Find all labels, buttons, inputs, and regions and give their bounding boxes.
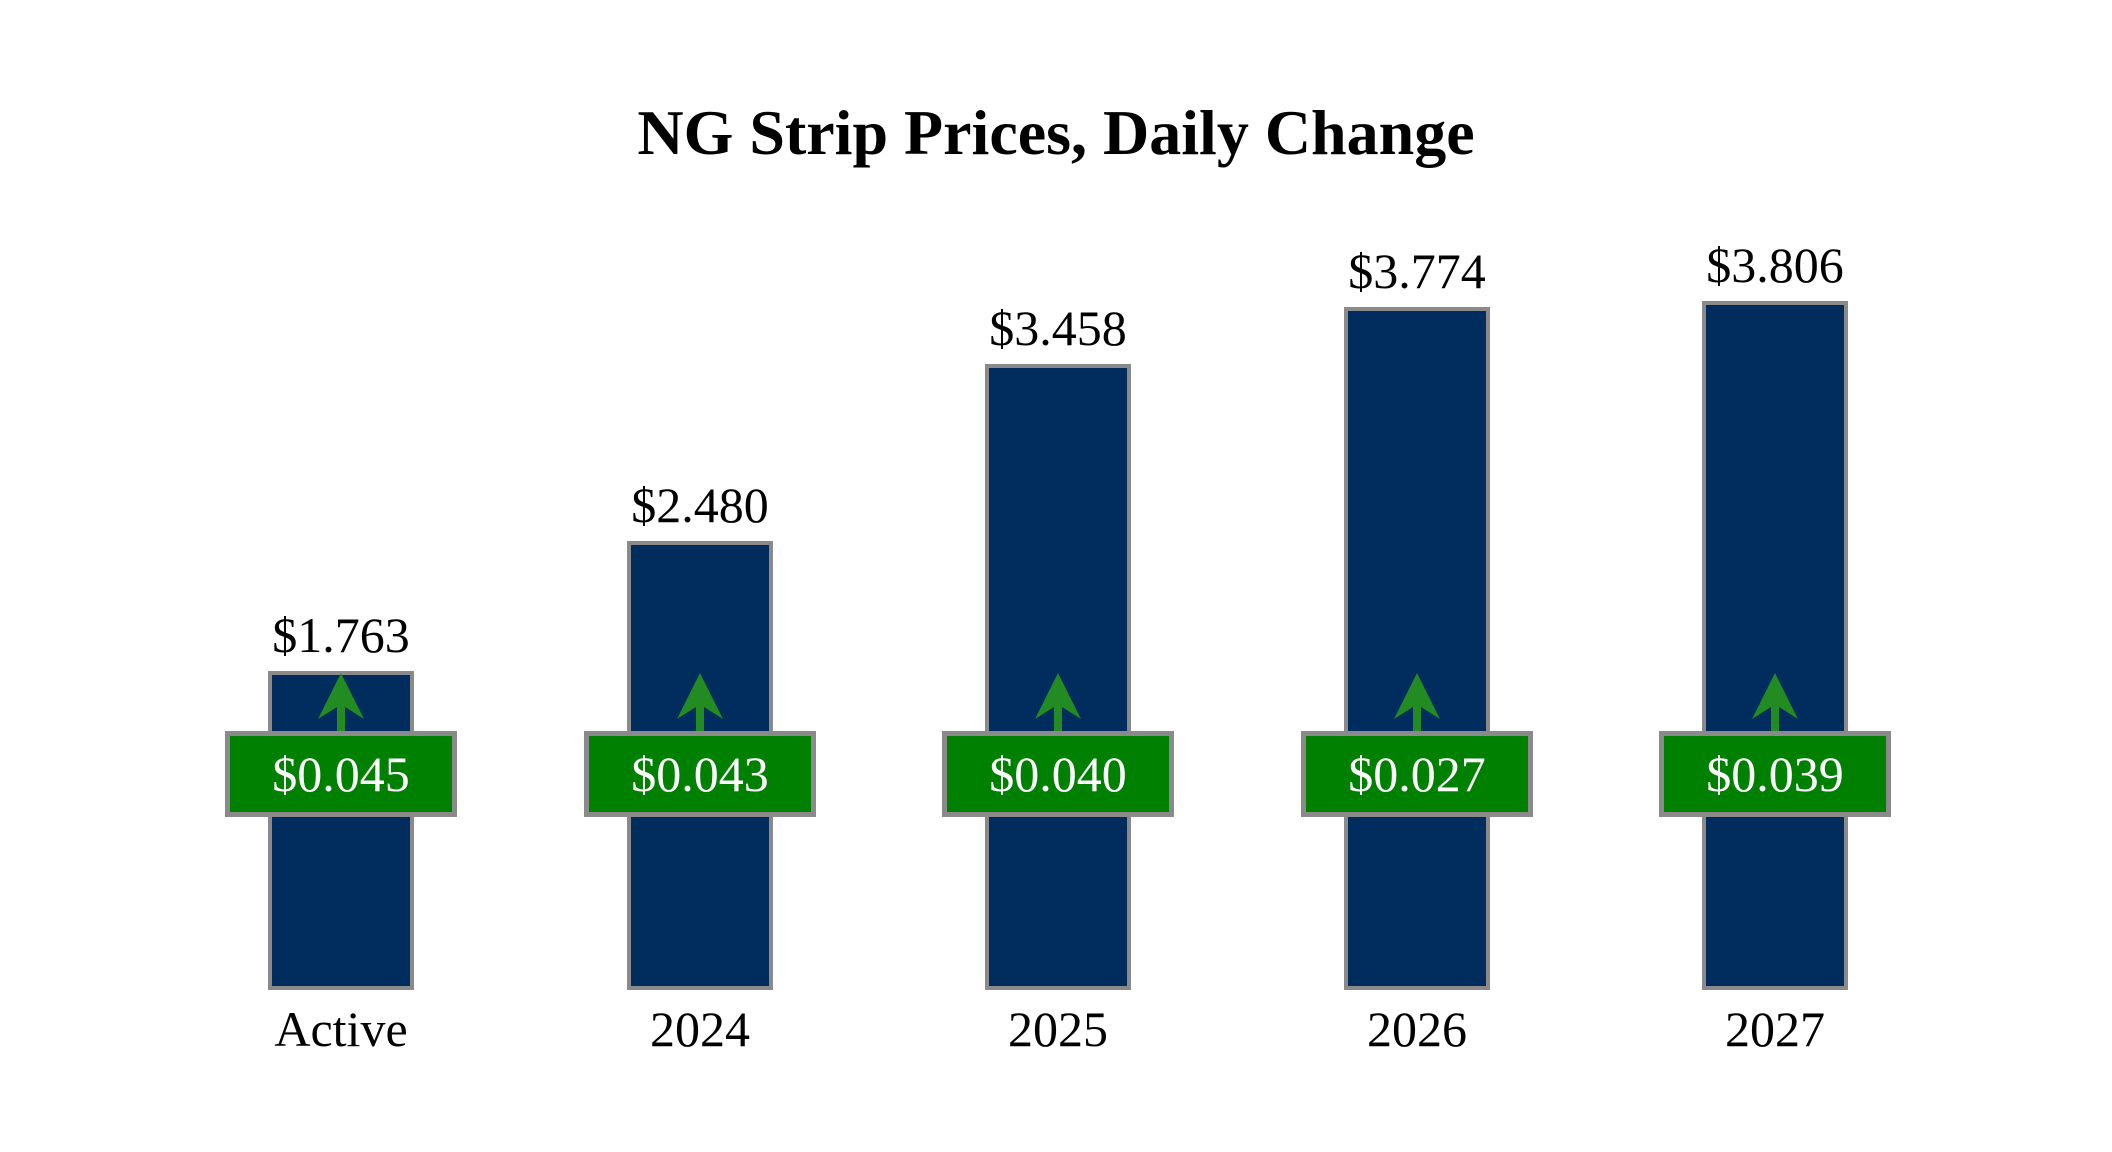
bar [1344,307,1490,990]
chart-title: NG Strip Prices, Daily Change [637,97,1475,168]
bar-value-label: $1.763 [272,607,410,663]
up-arrow-icon [1035,673,1081,731]
daily-change-value: $0.039 [1706,746,1844,802]
category-label: 2025 [1008,1001,1108,1057]
up-arrow-icon [1394,673,1440,731]
daily-change-value: $0.027 [1348,746,1486,802]
category-label: 2027 [1725,1001,1825,1057]
daily-change-badge: $0.039 [1659,731,1891,817]
bar [1702,301,1848,990]
up-arrow-icon [318,673,364,731]
category-label: 2024 [650,1001,750,1057]
category-label: Active [274,1001,408,1057]
bar-value-label: $3.806 [1706,237,1844,293]
daily-change-value: $0.043 [631,746,769,802]
up-arrow-icon [1752,673,1798,731]
daily-change-badge: $0.043 [584,731,816,817]
daily-change-value: $0.045 [272,746,410,802]
daily-change-badge: $0.040 [942,731,1174,817]
up-arrow-icon [677,673,723,731]
daily-change-badge: $0.027 [1301,731,1533,817]
daily-change-badge: $0.045 [225,731,457,817]
bar-value-label: $3.458 [989,300,1127,356]
daily-change-value: $0.040 [989,746,1127,802]
bar-value-label: $2.480 [631,477,769,533]
bar-value-label: $3.774 [1348,243,1486,299]
category-label: 2026 [1367,1001,1467,1057]
